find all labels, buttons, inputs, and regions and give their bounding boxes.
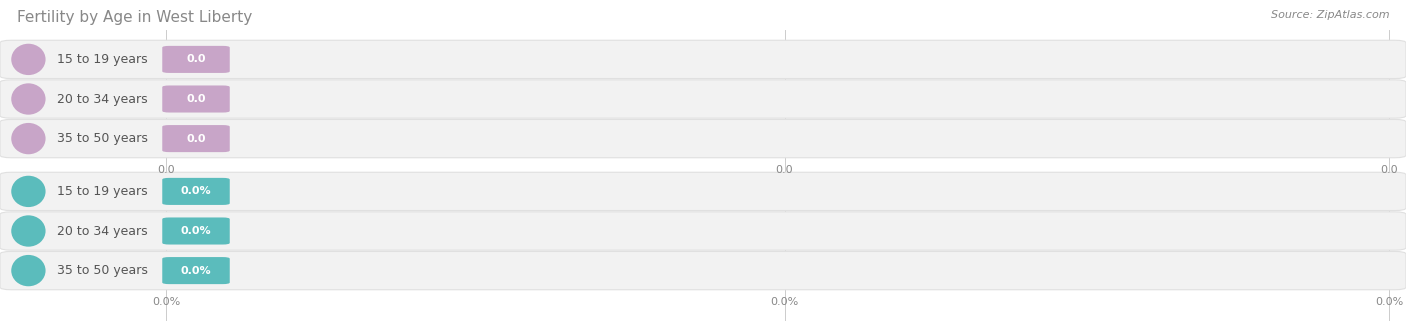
FancyBboxPatch shape (0, 40, 1406, 79)
Text: 0.0: 0.0 (186, 94, 205, 104)
Text: 0.0%: 0.0% (181, 226, 211, 236)
Ellipse shape (11, 215, 45, 247)
FancyBboxPatch shape (162, 125, 229, 152)
Ellipse shape (11, 176, 45, 207)
Text: 0.0: 0.0 (776, 165, 793, 175)
Text: 0.0%: 0.0% (181, 186, 211, 196)
FancyBboxPatch shape (162, 257, 229, 284)
Text: 0.0: 0.0 (186, 134, 205, 144)
Ellipse shape (11, 123, 45, 154)
FancyBboxPatch shape (0, 212, 1406, 250)
FancyBboxPatch shape (0, 119, 1406, 158)
Ellipse shape (11, 83, 45, 115)
Ellipse shape (11, 255, 45, 286)
Text: Source: ZipAtlas.com: Source: ZipAtlas.com (1271, 10, 1389, 20)
Text: 15 to 19 years: 15 to 19 years (56, 53, 148, 66)
Text: 20 to 34 years: 20 to 34 years (56, 224, 148, 238)
FancyBboxPatch shape (0, 251, 1406, 290)
Text: 0.0: 0.0 (1381, 165, 1398, 175)
FancyBboxPatch shape (162, 178, 229, 205)
FancyBboxPatch shape (0, 80, 1406, 118)
Text: 0.0%: 0.0% (1375, 297, 1403, 307)
Text: 15 to 19 years: 15 to 19 years (56, 185, 148, 198)
Text: 0.0: 0.0 (186, 54, 205, 64)
FancyBboxPatch shape (162, 46, 229, 73)
Text: 0.0: 0.0 (157, 165, 174, 175)
Text: 0.0%: 0.0% (770, 297, 799, 307)
Text: 20 to 34 years: 20 to 34 years (56, 92, 148, 106)
Text: 35 to 50 years: 35 to 50 years (56, 132, 148, 145)
Text: Fertility by Age in West Liberty: Fertility by Age in West Liberty (17, 10, 252, 25)
Text: 0.0%: 0.0% (152, 297, 180, 307)
Text: 35 to 50 years: 35 to 50 years (56, 264, 148, 277)
FancyBboxPatch shape (162, 217, 229, 245)
FancyBboxPatch shape (0, 172, 1406, 211)
Text: 0.0%: 0.0% (181, 266, 211, 276)
Ellipse shape (11, 44, 45, 75)
FancyBboxPatch shape (162, 85, 229, 113)
